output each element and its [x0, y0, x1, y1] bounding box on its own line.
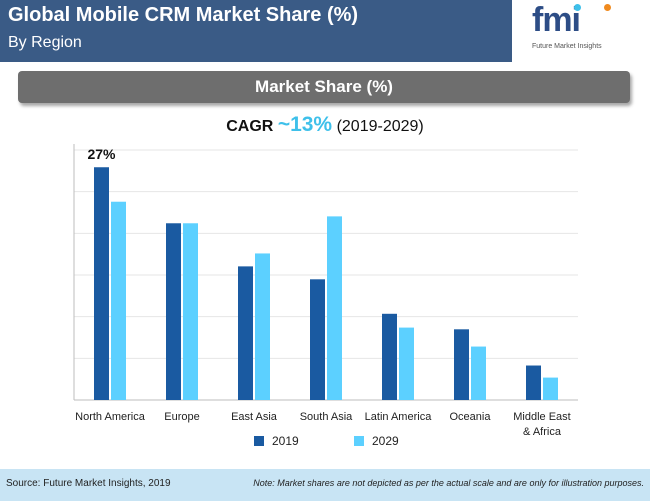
bar-2019 [526, 365, 541, 400]
bar-2029 [471, 346, 486, 400]
bar-chart: 27% North America Europe East Asia South Asi… [73, 144, 578, 448]
category-label: East Asia [231, 411, 278, 423]
bar-2029 [399, 327, 414, 400]
legend-label-2029: 2029 [372, 434, 399, 448]
bar-2029 [543, 377, 558, 400]
bar-2019 [382, 313, 397, 400]
bar-2019 [310, 279, 325, 400]
cagr-value: ~13% [277, 113, 333, 136]
category-label: Oceania [450, 411, 492, 423]
bar-2029 [111, 201, 126, 400]
bar-2019 [454, 329, 469, 400]
bar-2019 [166, 223, 181, 400]
logo-text: fmi [532, 1, 581, 39]
bar-2029 [255, 253, 270, 400]
fmi-logo: fmi Future Market Insights [512, 0, 650, 62]
data-label: 27% [87, 146, 116, 162]
source-text: Source: Future Market Insights, 2019 [6, 478, 171, 489]
cagr-label: CAGR [226, 118, 274, 135]
note-text: Note: Market shares are not depicted as … [253, 478, 644, 488]
category-label: Latin America [365, 411, 433, 423]
bar-2029 [327, 216, 342, 400]
bar-2029 [183, 223, 198, 400]
cagr-period: (2019-2029) [336, 118, 424, 135]
category-label: Europe [164, 411, 199, 423]
logo-caption: Future Market Insights [532, 43, 602, 50]
bar-2019 [238, 266, 253, 400]
bar-2019 [94, 167, 109, 400]
banner-text: Market Share (%) [255, 77, 393, 96]
category-label: North America [75, 411, 146, 423]
page-subtitle: By Region [8, 34, 82, 51]
category-label: South Asia [300, 411, 353, 423]
cagr-line: CAGR ~13% (2019-2029) [0, 113, 650, 137]
legend-swatch-2019 [254, 436, 264, 446]
legend-swatch-2029 [354, 436, 364, 446]
footer-bar: Source: Future Market Insights, 2019 Not… [0, 469, 650, 501]
logo-dot-orange-icon [604, 4, 611, 11]
page-title: Global Mobile CRM Market Share (%) [8, 4, 359, 26]
logo-dot-blue-icon [574, 4, 581, 11]
chart-banner: Market Share (%) [18, 71, 630, 103]
header-bar: Global Mobile CRM Market Share (%) By Re… [0, 0, 650, 62]
legend-label-2019: 2019 [272, 434, 299, 448]
category-label: Middle East & Africa [513, 411, 570, 438]
